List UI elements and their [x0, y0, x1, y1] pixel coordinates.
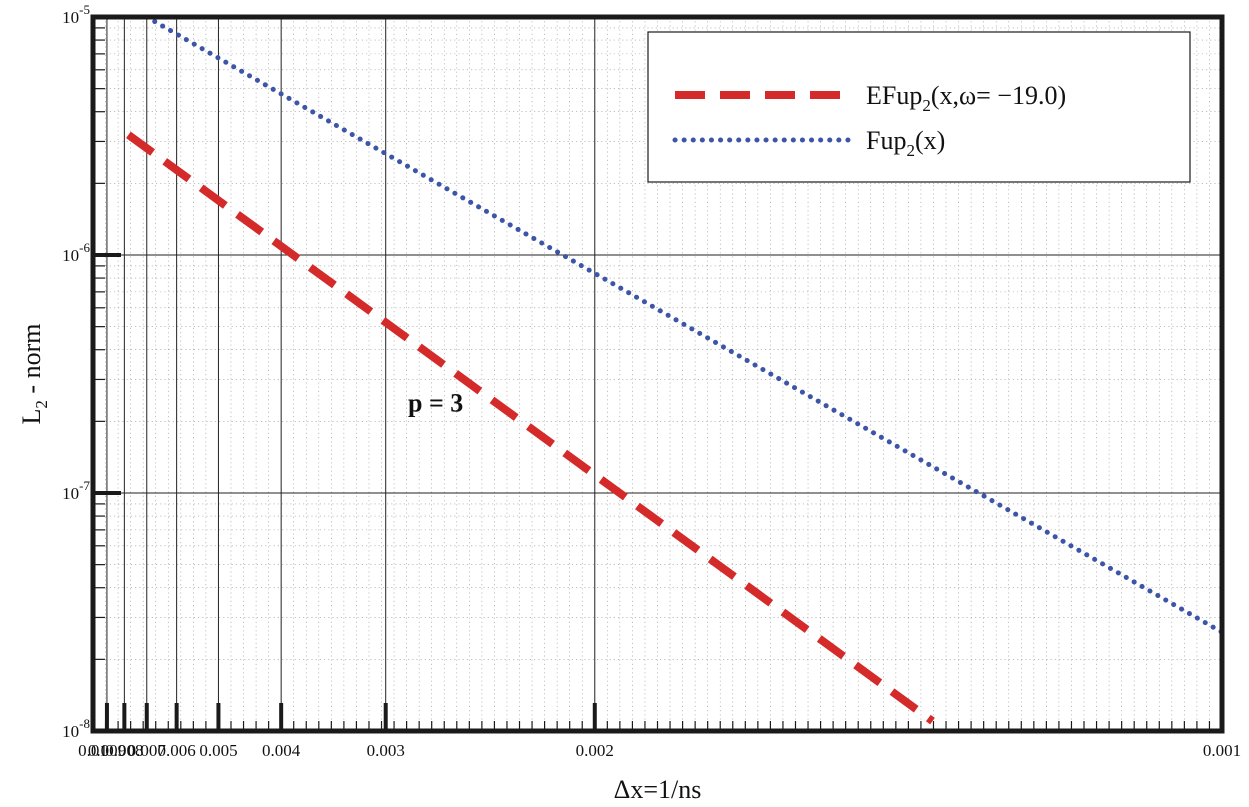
y-axis-title: L2 - norm — [17, 324, 51, 425]
tick-layer — [91, 15, 1224, 733]
y-tick-label: 10-7 — [62, 478, 90, 503]
y-tick-label: 10-6 — [62, 240, 90, 265]
slope-annotation: p = 3 — [408, 389, 463, 418]
x-axis-title: Δx=1/ns — [614, 775, 702, 804]
x-tick-label: 0.001 — [1203, 741, 1241, 760]
series-line-2 — [144, 14, 1225, 635]
x-tick-label: 0.003 — [367, 741, 405, 760]
x-tick-label: 0.01 — [78, 741, 108, 760]
x-tick-label: 0.004 — [262, 741, 301, 760]
y-tick-label: 10-8 — [62, 716, 90, 741]
y-tick-label: 10-5 — [62, 2, 90, 27]
legend: EFup2(x,ω= −19.0) Fup2(x) — [647, 31, 1191, 183]
legend-label-2: Fup2(x) — [866, 126, 945, 160]
legend-label-1: EFup2(x,ω= −19.0) — [866, 81, 1066, 115]
x-tick-label: 0.005 — [199, 741, 237, 760]
x-tick-label: 0.008 — [105, 741, 143, 760]
x-tick-label: 0.006 — [158, 741, 196, 760]
x-tick-label: 0.009 — [88, 741, 126, 760]
series-layer — [126, 14, 1225, 725]
series-line-1 — [126, 131, 935, 725]
x-tick-label: 0.002 — [576, 741, 614, 760]
legend-box — [647, 31, 1191, 183]
x-tick-label: 0.007 — [128, 741, 167, 760]
